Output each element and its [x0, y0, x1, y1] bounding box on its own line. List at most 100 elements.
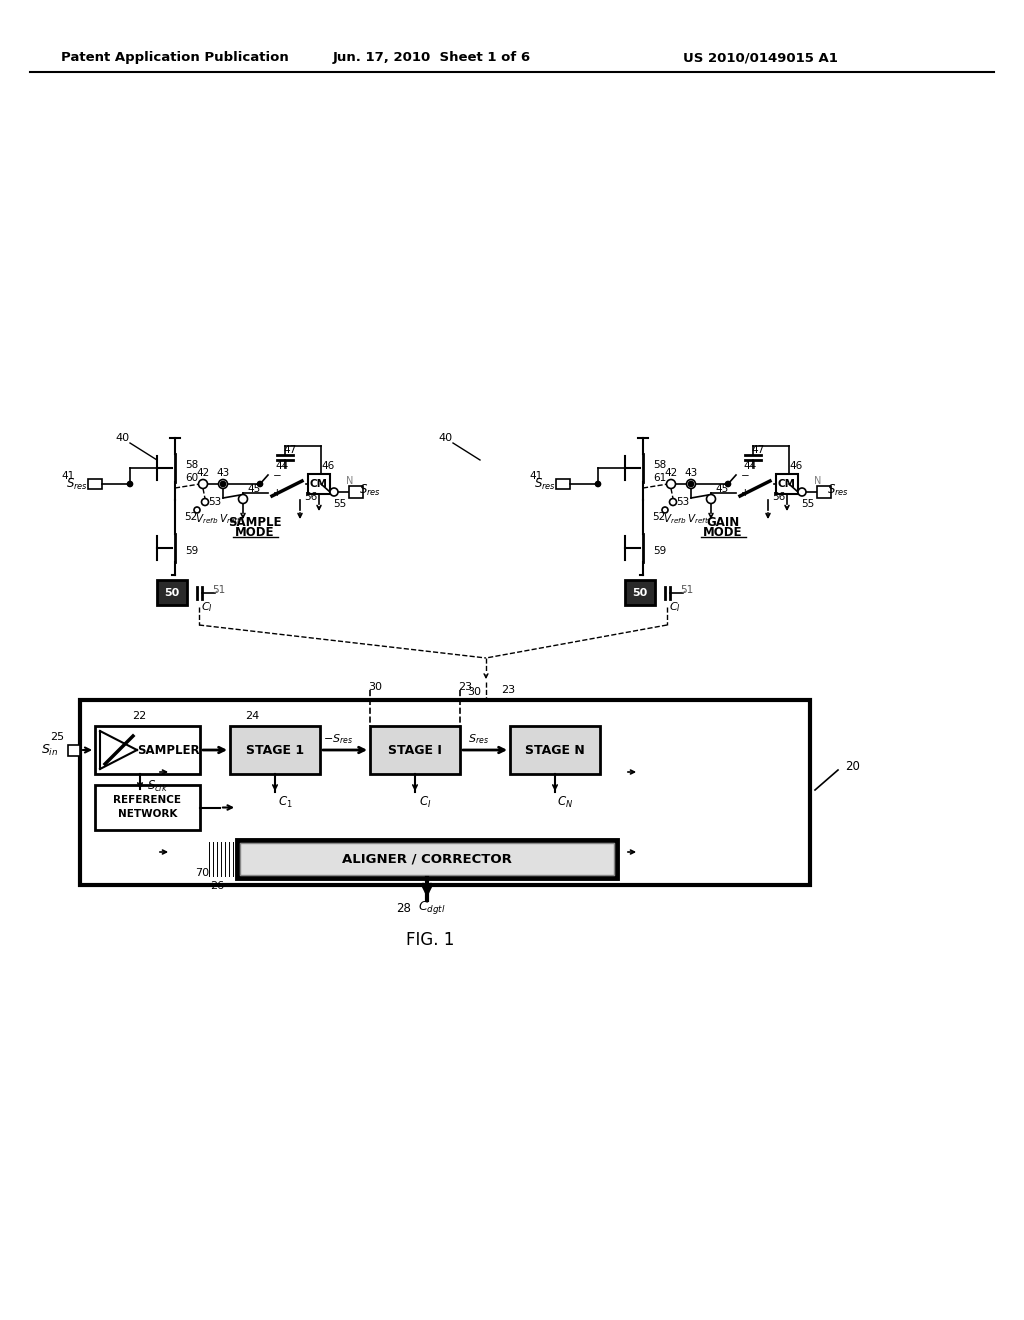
- Text: −: −: [272, 471, 282, 480]
- Text: MODE: MODE: [703, 527, 742, 540]
- Text: 23: 23: [501, 685, 515, 696]
- Text: 52: 52: [184, 512, 198, 521]
- Text: $C_I$: $C_I$: [669, 601, 681, 614]
- Text: 22: 22: [132, 711, 146, 721]
- Text: 53: 53: [677, 498, 689, 507]
- Text: $S_{res}$: $S_{res}$: [468, 733, 488, 746]
- Text: $S_{res}$: $S_{res}$: [359, 482, 381, 498]
- Circle shape: [670, 499, 677, 506]
- Text: 46: 46: [322, 461, 335, 471]
- Circle shape: [257, 482, 262, 487]
- Text: 59: 59: [185, 546, 199, 556]
- Text: 50: 50: [633, 587, 647, 598]
- Bar: [237, 840, 617, 878]
- Text: $C_I$: $C_I$: [419, 795, 431, 809]
- Text: N: N: [346, 477, 353, 486]
- Text: N: N: [814, 477, 821, 486]
- Circle shape: [330, 488, 338, 496]
- Text: $S_{res}$: $S_{res}$: [534, 477, 556, 491]
- Text: $C_1$: $C_1$: [278, 795, 292, 809]
- Text: 43: 43: [684, 469, 697, 478]
- Text: 23: 23: [458, 682, 472, 692]
- Text: SAMPLER: SAMPLER: [136, 743, 200, 756]
- Text: 56: 56: [304, 492, 317, 502]
- Text: 24: 24: [245, 711, 259, 721]
- Text: 26: 26: [210, 880, 224, 891]
- Text: 45: 45: [716, 484, 729, 494]
- Bar: [776, 474, 798, 494]
- Text: SAMPLE: SAMPLE: [228, 516, 282, 528]
- Text: 25: 25: [50, 733, 65, 742]
- Text: 30: 30: [368, 682, 382, 692]
- Text: 41: 41: [61, 471, 75, 480]
- Text: $S_{in}$: $S_{in}$: [41, 742, 58, 758]
- Text: 59: 59: [653, 546, 667, 556]
- Circle shape: [798, 488, 806, 496]
- Bar: [370, 726, 460, 774]
- Circle shape: [202, 499, 209, 506]
- Circle shape: [194, 507, 200, 513]
- Text: 58: 58: [653, 459, 667, 470]
- Text: 43: 43: [216, 469, 229, 478]
- Text: REFERENCE: REFERENCE: [114, 795, 181, 805]
- Circle shape: [220, 482, 225, 487]
- Text: 42: 42: [197, 469, 210, 478]
- Text: 53: 53: [208, 498, 221, 507]
- Text: STAGE I: STAGE I: [388, 743, 442, 756]
- Text: ALIGNER / CORRECTOR: ALIGNER / CORRECTOR: [342, 853, 512, 866]
- Text: CM: CM: [778, 479, 796, 488]
- Text: 41: 41: [529, 471, 543, 480]
- Circle shape: [218, 479, 227, 488]
- Text: 52: 52: [652, 512, 666, 521]
- Circle shape: [662, 507, 668, 513]
- Text: Patent Application Publication: Patent Application Publication: [61, 51, 289, 65]
- Text: 51: 51: [212, 585, 225, 595]
- Bar: [556, 479, 570, 488]
- Circle shape: [667, 479, 676, 488]
- Circle shape: [688, 482, 693, 487]
- Circle shape: [686, 479, 695, 488]
- Text: −: −: [740, 471, 750, 480]
- Bar: [68, 744, 80, 756]
- Circle shape: [239, 495, 248, 503]
- Text: STAGE 1: STAGE 1: [246, 743, 304, 756]
- Text: 42: 42: [665, 469, 678, 478]
- Circle shape: [725, 482, 730, 487]
- Polygon shape: [736, 820, 774, 851]
- Text: Jun. 17, 2010  Sheet 1 of 6: Jun. 17, 2010 Sheet 1 of 6: [333, 51, 531, 65]
- Polygon shape: [268, 820, 306, 851]
- Text: $C_{dgtl}$: $C_{dgtl}$: [418, 899, 445, 916]
- Text: 58: 58: [185, 459, 199, 470]
- Text: 44: 44: [743, 461, 757, 471]
- Circle shape: [596, 482, 600, 487]
- Text: US 2010/0149015 A1: US 2010/0149015 A1: [683, 51, 838, 65]
- Text: $V_{reft}$: $V_{reft}$: [687, 512, 709, 525]
- Text: 61: 61: [653, 473, 667, 483]
- Circle shape: [707, 495, 716, 503]
- Text: 47: 47: [284, 445, 297, 455]
- Text: 40: 40: [115, 433, 129, 444]
- Text: FIG. 1: FIG. 1: [406, 931, 455, 949]
- Bar: [95, 726, 200, 774]
- Bar: [817, 486, 831, 498]
- Text: CM: CM: [310, 479, 328, 488]
- Text: NETWORK: NETWORK: [118, 809, 177, 818]
- Text: 51: 51: [680, 585, 693, 595]
- Text: 46: 46: [790, 461, 803, 471]
- Bar: [80, 700, 810, 884]
- Bar: [349, 486, 362, 498]
- Bar: [157, 579, 187, 605]
- Text: $S_{clk}$: $S_{clk}$: [147, 779, 169, 793]
- Bar: [88, 479, 102, 488]
- Circle shape: [199, 479, 208, 488]
- Text: 44: 44: [275, 461, 289, 471]
- Bar: [240, 843, 614, 875]
- Text: STAGE N: STAGE N: [525, 743, 585, 756]
- Text: $V_{refb}$: $V_{refb}$: [664, 512, 687, 525]
- Bar: [95, 785, 200, 830]
- Text: $S_{res}$: $S_{res}$: [827, 482, 849, 498]
- Text: 45: 45: [248, 484, 261, 494]
- Text: +: +: [272, 488, 282, 498]
- Text: $V_{refb}$: $V_{refb}$: [196, 512, 219, 525]
- Text: $C_I$: $C_I$: [201, 601, 213, 614]
